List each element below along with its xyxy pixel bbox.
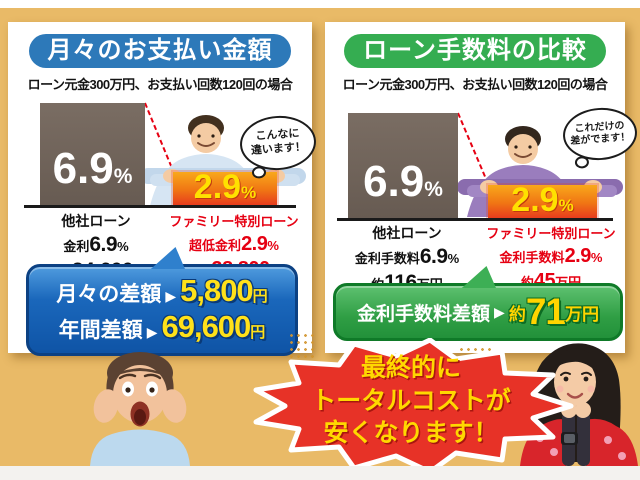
bar-family-loan-monthly: 2.9% (173, 168, 277, 206)
annual-difference-row: 年間差額 ▶ 69,600 円 (58, 309, 266, 344)
chart-baseline (24, 205, 296, 208)
surprised-boy-photo (90, 352, 190, 466)
difference-box-fees: 金利手数料差額 ▶ 約 71 万円 (333, 266, 623, 341)
fees-difference-row: 金利手数料差額 ▶ 約 71 万円 (357, 291, 599, 332)
bar-family-loan-fees-label: 2.9% (511, 181, 574, 219)
final-message-burst: 最終的に トータルコストが 安くなります！ (246, 337, 576, 475)
bar-other-loan-fees: 6.9% (348, 113, 458, 218)
bar-family-loan-fees: 2.9% (488, 181, 597, 219)
panel-monthly-title: 月々のお支払い金額 (29, 34, 291, 68)
panel-fees-title: ローン手数料の比較 (344, 34, 606, 68)
bar-family-loan-monthly-label: 2.9% (193, 168, 257, 206)
bar-other-loan-fees-label: 6.9% (363, 157, 443, 206)
panel-loan-fees: ローン手数料の比較 ローン元金300万円、お支払い回数120回の場合 6.9% … (325, 22, 639, 353)
final-message-text: 最終的に トータルコストが 安くなります！ (311, 354, 511, 447)
monthly-difference-row: 月々の差額 ▶ 5,800 円 (56, 273, 268, 308)
bar-other-loan-monthly-label: 6.9% (52, 144, 133, 193)
difference-box-monthly: 月々の差額 ▶ 5,800 円 年間差額 ▶ 69,600 円 (26, 247, 298, 356)
panel-monthly-payment: 月々のお支払い金額 ローン元金300万円、お支払い回数120回の場合 6.9% (8, 22, 318, 356)
bar-other-loan-monthly: 6.9% (40, 103, 145, 205)
top-white-strip (0, 0, 640, 8)
halftone-dots-decoration (288, 332, 314, 358)
panel-monthly-subtitle: ローン元金300万円、お支払い回数120回の場合 (27, 77, 293, 92)
chart-baseline (337, 218, 613, 221)
bottom-white-strip (0, 466, 640, 480)
starburst-shape (253, 337, 574, 475)
panel-fees-subtitle: ローン元金300万円、お支払い回数120回の場合 (342, 77, 608, 92)
